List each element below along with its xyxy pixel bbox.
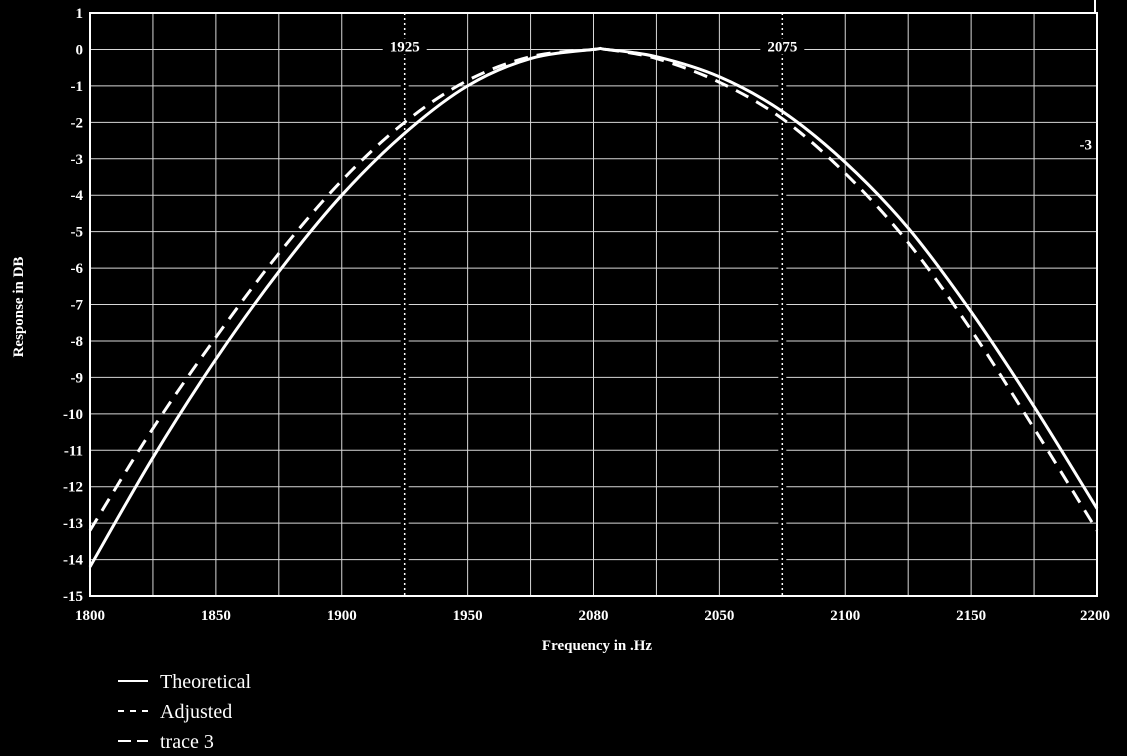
y-tick-label: -7 [71, 298, 84, 314]
legend-label: trace 3 [160, 731, 214, 753]
x-tick-label: 2050 [704, 608, 734, 624]
x-tick-label: 1950 [453, 608, 483, 624]
x-tick-label: 2150 [956, 608, 986, 624]
reference-label-bg [382, 38, 427, 55]
y-tick-label: -2 [71, 115, 84, 131]
x-tick-label: 1800 [75, 608, 105, 624]
y-tick-labels: 1 0 -1 -2 -3 -4 -5 -6 -7 -8 -9 -10 -11 -12 -13 -14 -15 [63, 6, 83, 605]
annotation-label: -3 [1079, 138, 1092, 154]
reference-line-label: 1925 [390, 39, 420, 55]
y-tick-label: -15 [63, 589, 83, 605]
annotations: -3 [1079, 138, 1092, 154]
y-tick-label: -9 [71, 370, 84, 386]
y-tick-label: -10 [63, 407, 83, 423]
x-tick-label: 2100 [830, 608, 860, 624]
y-tick-label: -3 [71, 152, 84, 168]
y-tick-label: -6 [71, 261, 84, 277]
x-tick-label: 2080 [579, 608, 609, 624]
x-tick-label: 2200 [1080, 608, 1110, 624]
legend-label: Theoretical [160, 671, 251, 693]
series-line-theoretical [88, 46, 1099, 568]
x-tick-label: 1900 [327, 608, 357, 624]
y-tick-label: -4 [71, 188, 84, 204]
y-tick-label: -14 [63, 553, 83, 569]
y-tick-label: 0 [76, 42, 84, 58]
x-tick-label: 1850 [201, 608, 231, 624]
reference-line-label: 2075 [767, 39, 797, 55]
y-tick-label: -5 [71, 225, 84, 241]
x-axis-title: Frequency in .Hz [542, 638, 652, 654]
y-tick-label: -1 [71, 79, 84, 95]
reference-label-bg [760, 38, 805, 55]
x-tick-labels: 1800 1850 1900 1950 2080 2050 2100 2150 2200 [75, 608, 1110, 624]
legend: Theoretical Adjusted trace 3 [118, 671, 251, 753]
y-axis-title: Response in DB [11, 257, 27, 358]
y-tick-label: -13 [63, 516, 83, 532]
y-tick-label: -11 [64, 443, 83, 459]
grid [90, 13, 1097, 596]
y-tick-label: -12 [63, 480, 83, 496]
reference-lines: 1925 2075 [382, 13, 805, 596]
legend-label: Adjusted [160, 701, 232, 723]
plot-border [89, 12, 1098, 597]
y-tick-label: 1 [76, 6, 84, 22]
series-lines [88, 46, 1099, 568]
plot-frame [89, 0, 1098, 597]
y-tick-label: -8 [71, 334, 84, 350]
